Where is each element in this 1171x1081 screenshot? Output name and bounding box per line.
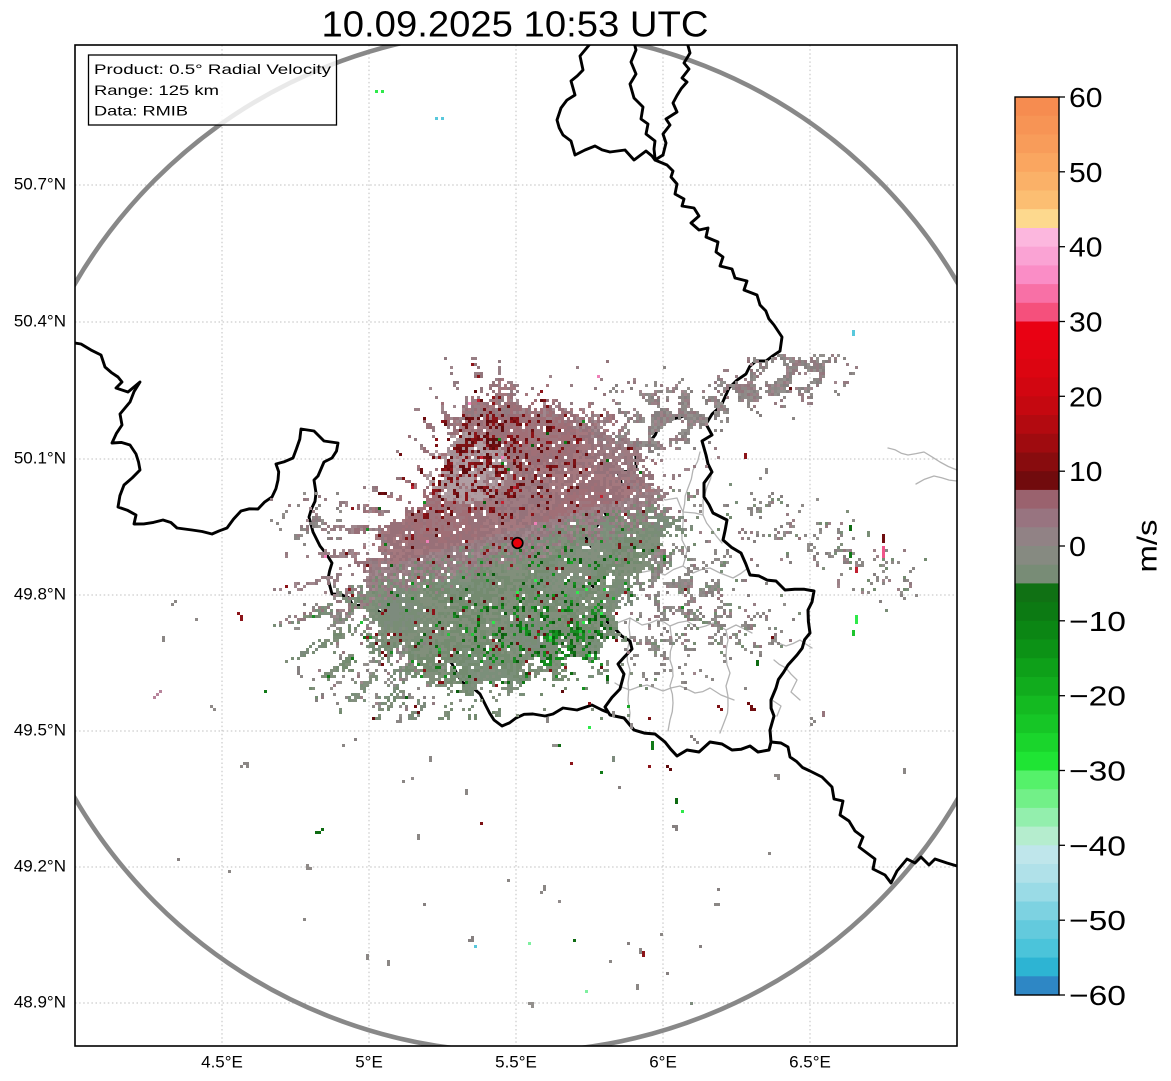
svg-text:6°E: 6°E: [649, 1053, 677, 1072]
svg-text:49.8°N: 49.8°N: [14, 585, 66, 604]
svg-text:30: 30: [1069, 307, 1103, 338]
svg-text:−20: −20: [1069, 681, 1126, 712]
svg-text:4.5°E: 4.5°E: [201, 1053, 243, 1072]
svg-text:60: 60: [1069, 82, 1103, 113]
svg-text:m/s: m/s: [1132, 520, 1163, 573]
svg-text:5°E: 5°E: [355, 1053, 383, 1072]
svg-text:20: 20: [1069, 381, 1103, 412]
svg-text:0: 0: [1069, 531, 1086, 562]
svg-text:50.1°N: 50.1°N: [14, 449, 66, 468]
svg-text:Range: 125 km: Range: 125 km: [94, 82, 219, 98]
svg-text:48.9°N: 48.9°N: [14, 993, 66, 1012]
svg-text:−50: −50: [1069, 905, 1126, 936]
svg-text:10.09.2025 10:53 UTC: 10.09.2025 10:53 UTC: [322, 4, 709, 45]
svg-text:−60: −60: [1069, 980, 1126, 1011]
svg-text:10: 10: [1069, 456, 1103, 487]
svg-text:Product: 0.5° Radial Velocity: Product: 0.5° Radial Velocity: [94, 61, 331, 77]
svg-text:6.5°E: 6.5°E: [789, 1053, 831, 1072]
svg-text:49.2°N: 49.2°N: [14, 857, 66, 876]
svg-text:Data: RMIB: Data: RMIB: [94, 103, 188, 119]
svg-text:50.7°N: 50.7°N: [14, 175, 66, 194]
svg-text:−30: −30: [1069, 756, 1126, 787]
svg-text:50.4°N: 50.4°N: [14, 312, 66, 331]
svg-text:50: 50: [1069, 157, 1103, 188]
svg-text:5.5°E: 5.5°E: [495, 1053, 537, 1072]
svg-text:−10: −10: [1069, 606, 1126, 637]
svg-text:−40: −40: [1069, 830, 1126, 861]
svg-text:40: 40: [1069, 232, 1103, 263]
svg-text:49.5°N: 49.5°N: [14, 721, 66, 740]
